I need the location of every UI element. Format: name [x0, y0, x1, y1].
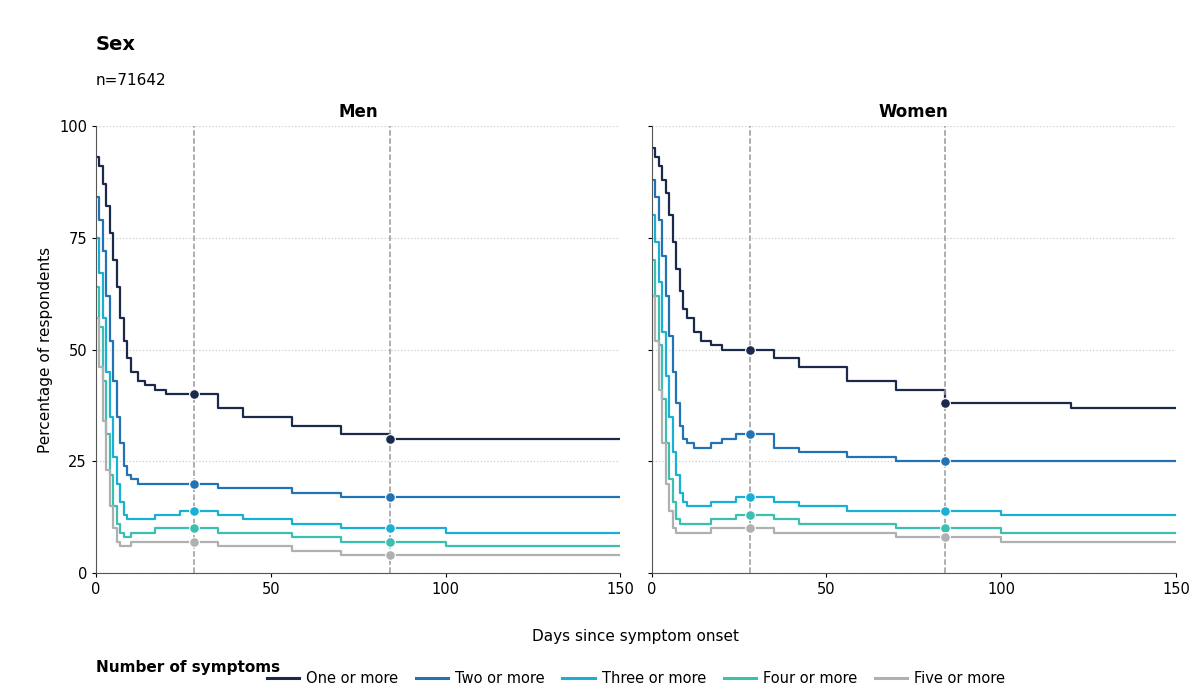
Text: Days since symptom onset: Days since symptom onset — [533, 629, 739, 644]
Legend: One or more, Two or more, Three or more, Four or more, Five or more: One or more, Two or more, Three or more,… — [262, 665, 1010, 692]
Text: n=71642: n=71642 — [96, 73, 167, 88]
Text: Number of symptoms: Number of symptoms — [96, 660, 280, 675]
Title: Women: Women — [878, 103, 949, 122]
Text: Sex: Sex — [96, 35, 136, 54]
Title: Men: Men — [338, 103, 378, 122]
Y-axis label: Percentage of respondents: Percentage of respondents — [38, 247, 54, 452]
